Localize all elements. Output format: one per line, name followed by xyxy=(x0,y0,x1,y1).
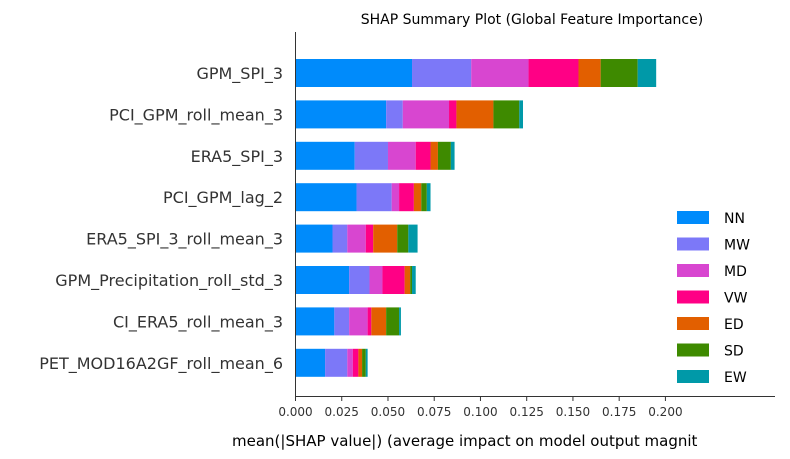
bar-segment-md xyxy=(369,266,383,294)
bar-segment-nn xyxy=(295,183,357,212)
legend-swatch-sd xyxy=(677,343,709,357)
bar-segment-sd xyxy=(421,183,427,212)
bar-segment-ew xyxy=(408,224,418,253)
x-tick-label: 0.050 xyxy=(371,405,405,419)
x-tick-label: 0.075 xyxy=(417,405,451,419)
x-tick-label: 0.000 xyxy=(278,405,312,419)
legend-swatch-mw xyxy=(677,237,709,251)
bar-segment-mw xyxy=(325,348,348,377)
y-tick-label: PET_MOD16A2GF_roll_mean_6 xyxy=(39,354,283,374)
bar-segment-mw xyxy=(412,59,472,87)
bar-segment-ew xyxy=(450,141,455,170)
y-tick-label: PCI_GPM_roll_mean_3 xyxy=(109,105,283,125)
bar-segment-sd xyxy=(437,141,451,170)
bar-segment-mw xyxy=(332,224,348,253)
bar-segment-ew xyxy=(519,100,523,129)
y-tick-label: CI_ERA5_roll_mean_3 xyxy=(113,312,283,332)
legend-label-sd: SD xyxy=(724,344,744,360)
legend-swatch-vw xyxy=(677,290,709,304)
bar-segment-mw xyxy=(356,183,392,212)
bar-segment-nn xyxy=(295,59,413,87)
bar-segment-vw xyxy=(382,266,405,294)
bar-segment-vw xyxy=(415,141,431,170)
bar-segment-ed xyxy=(578,59,601,87)
legend-label-ed: ED xyxy=(724,317,744,333)
bar-segment-mw xyxy=(334,307,350,336)
bar-segment-nn xyxy=(295,141,355,170)
bar-segment-vw xyxy=(365,224,374,253)
bar-segment-nn xyxy=(295,224,333,253)
legend-swatch-md xyxy=(677,264,709,277)
bar-segment-md xyxy=(347,224,366,253)
legend: NN MW MD VW ED SD EW xyxy=(677,211,750,386)
legend-label-vw: VW xyxy=(724,291,748,307)
x-axis-label: mean(|SHAP value|) (average impact on mo… xyxy=(232,432,698,450)
bar-segment-sd xyxy=(410,266,413,294)
bar-segment-sd xyxy=(493,100,520,129)
y-tick-label: GPM_SPI_3 xyxy=(196,64,283,84)
bar-segment-mw xyxy=(354,141,388,170)
bar-segment-vw xyxy=(449,100,457,129)
x-tick-label: 0.100 xyxy=(463,405,497,419)
bar-segment-ed xyxy=(456,100,494,129)
bar-segment-ed xyxy=(413,183,422,212)
y-tick-label: ERA5_SPI_3 xyxy=(191,147,283,167)
bar-segment-sd xyxy=(362,348,366,377)
bar-segment-md xyxy=(349,307,368,336)
legend-label-nn: NN xyxy=(724,211,745,227)
bar-segment-mw xyxy=(349,266,370,294)
bar-segment-md xyxy=(387,141,416,170)
bar-segment-nn xyxy=(295,348,326,377)
bar-segment-ew xyxy=(412,266,416,294)
bar-segment-ew xyxy=(399,307,401,336)
bar-segment-md xyxy=(471,59,529,87)
y-tick-label: PCI_GPM_lag_2 xyxy=(163,188,283,208)
x-tick-label: 0.175 xyxy=(602,405,636,419)
bar-segment-vw xyxy=(399,183,414,212)
legend-swatch-ed xyxy=(677,317,709,330)
bar-segment-ew xyxy=(637,59,657,87)
bar-segment-vw xyxy=(367,307,372,336)
bar-segment-nn xyxy=(295,100,387,129)
legend-label-mw: MW xyxy=(724,238,750,254)
bar-segment-ew xyxy=(365,348,368,377)
legend-label-ew: EW xyxy=(724,370,747,386)
bar-segment-sd xyxy=(397,224,409,253)
bar-segment-md xyxy=(347,348,353,377)
bar-segment-ed xyxy=(371,307,387,336)
x-tick-label: 0.025 xyxy=(325,405,359,419)
y-tick-labels: GPM_SPI_3 PCI_GPM_roll_mean_3 ERA5_SPI_3 PC… xyxy=(39,64,283,374)
chart-title: SHAP Summary Plot (Global Feature Import… xyxy=(361,12,703,28)
bar-segment-nn xyxy=(295,307,335,336)
bar-segment-vw xyxy=(528,59,579,87)
bar-segment-md xyxy=(402,100,450,129)
bar-segment-ew xyxy=(426,183,431,212)
bar-segment-ed xyxy=(373,224,398,253)
legend-swatch-ew xyxy=(677,370,709,383)
x-tick-label: 0.200 xyxy=(648,405,682,419)
legend-swatch-nn xyxy=(677,211,709,224)
x-tick-label: 0.150 xyxy=(556,405,590,419)
bar-segment-nn xyxy=(295,266,350,294)
bar-segment-ed xyxy=(358,348,363,377)
bar-segment-md xyxy=(391,183,400,212)
bar-segment-ed xyxy=(404,266,411,294)
x-tick-label: 0.125 xyxy=(510,405,544,419)
x-ticks: 0.000 0.025 0.050 0.075 0.100 0.125 0.150 0.175… xyxy=(278,396,683,419)
bar-segment-sd xyxy=(600,59,638,87)
bar-segment-vw xyxy=(352,348,359,377)
y-tick-label: GPM_Precipitation_roll_std_3 xyxy=(55,271,283,291)
bar-segment-sd xyxy=(386,307,400,336)
legend-label-md: MD xyxy=(724,264,747,280)
bar-segment-ed xyxy=(430,141,438,170)
bar-segment-mw xyxy=(386,100,403,129)
bars-layer xyxy=(295,59,657,377)
y-tick-label: ERA5_SPI_3_roll_mean_3 xyxy=(86,230,283,250)
